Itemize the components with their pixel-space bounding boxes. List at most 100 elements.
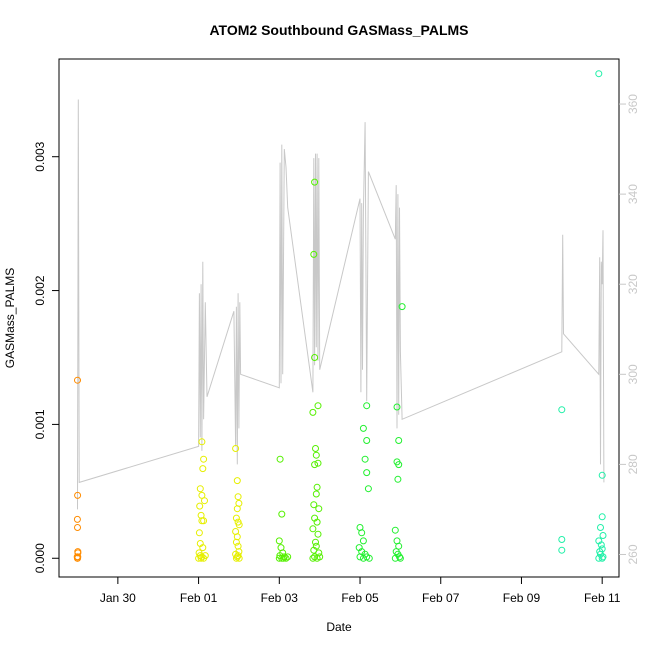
y2-tick-label: 280 (626, 454, 640, 474)
data-point (315, 505, 323, 513)
data-point (195, 529, 203, 537)
x-axis-label: Date (326, 620, 352, 634)
data-point (394, 475, 402, 483)
data-point (310, 501, 318, 509)
data-point (310, 250, 318, 258)
data-point (275, 537, 283, 545)
data-point (396, 553, 403, 561)
data-point (234, 552, 242, 560)
data-point (391, 554, 399, 562)
y-tick-label: 0.001 (33, 409, 47, 439)
x-tick-label: Feb 11 (584, 591, 621, 605)
data-point (199, 465, 207, 473)
data-point (316, 553, 324, 561)
data-point (311, 461, 319, 469)
data-point (314, 402, 322, 410)
data-point (558, 406, 566, 414)
data-point (196, 485, 204, 493)
data-point (276, 455, 284, 463)
data-point (313, 483, 321, 491)
right-axis-line (77, 99, 605, 510)
y-tick-label: 0.003 (33, 141, 47, 171)
y-axis-left: 0.000 0.001 0.002 0.003 (33, 141, 59, 573)
data-point (597, 541, 605, 549)
data-point (365, 554, 373, 562)
data-point (393, 403, 401, 411)
data-point (198, 553, 206, 561)
data-point (356, 553, 364, 561)
data-point (280, 553, 288, 561)
data-point (198, 438, 206, 446)
data-point (363, 402, 371, 410)
data-point (598, 471, 606, 479)
x-tick-label: Feb 05 (341, 591, 379, 605)
data-point (195, 554, 203, 562)
data-point (232, 514, 240, 522)
data-point (309, 408, 317, 416)
y2-tick-label: 300 (626, 364, 640, 384)
data-point (234, 542, 242, 550)
x-tick-label: Feb 03 (261, 591, 299, 605)
data-point (361, 455, 369, 463)
data-point (598, 554, 606, 562)
data-point (199, 544, 207, 552)
data-point (363, 437, 371, 444)
data-point (312, 538, 319, 546)
data-point (364, 485, 372, 493)
data-point (311, 178, 319, 186)
y-tick-label: 0.000 (33, 543, 47, 573)
data-point (558, 546, 566, 554)
data-point (201, 497, 208, 505)
data-point (200, 455, 208, 463)
y2-tick-label: 340 (626, 184, 640, 204)
data-point (312, 451, 320, 459)
x-tick-label: Feb 09 (503, 591, 541, 605)
x-tick-label: Jan 30 (100, 591, 136, 605)
data-point (395, 437, 403, 444)
y2-tick-label: 260 (626, 544, 640, 564)
data-point (232, 538, 240, 546)
scatter-points (73, 70, 607, 562)
data-point (398, 303, 406, 311)
x-axis: Jan 30 Feb 01 Feb 03 Feb 05 Feb 07 Feb 09 Feb … (100, 576, 621, 605)
data-point (598, 513, 606, 521)
data-point (314, 459, 322, 467)
data-point (312, 445, 319, 452)
data-point (280, 554, 287, 562)
data-point (314, 530, 322, 538)
data-point (275, 554, 283, 562)
data-point (284, 553, 292, 561)
data-point (595, 554, 603, 562)
data-point (232, 445, 240, 452)
data-point (309, 525, 317, 533)
data-point (234, 493, 242, 501)
data-point (235, 521, 243, 529)
y-axis-right: 260 280 300 320 340 360 (619, 94, 640, 564)
data-point (196, 502, 204, 510)
data-point (74, 553, 82, 561)
data-point (599, 553, 607, 561)
data-point (391, 526, 399, 534)
x-tick-label: Feb 01 (180, 591, 218, 605)
data-point (200, 517, 208, 525)
x-tick-label: Feb 07 (422, 591, 460, 605)
data-point (396, 554, 404, 562)
data-point (74, 491, 82, 499)
data-point (282, 554, 290, 562)
data-point (233, 477, 241, 485)
data-point (278, 510, 286, 518)
data-point (74, 549, 82, 557)
data-point (313, 518, 321, 526)
y2-tick-label: 360 (626, 94, 640, 114)
data-point (599, 532, 607, 539)
right-axis-series (77, 99, 605, 510)
data-point (233, 505, 241, 513)
data-point (233, 553, 241, 561)
data-point (595, 70, 603, 78)
data-point (358, 529, 366, 537)
data-point (312, 490, 320, 498)
data-point (309, 554, 317, 562)
data-point (363, 469, 371, 477)
data-point (74, 376, 81, 384)
